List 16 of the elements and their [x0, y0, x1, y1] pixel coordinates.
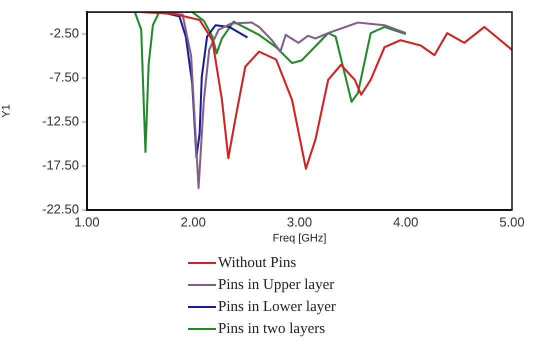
- x-tick-label: 3.00: [286, 214, 312, 230]
- x-tick-label: 4.00: [393, 214, 418, 230]
- y-tick-label: -12.50: [42, 114, 79, 129]
- y-tick-label: -7.50: [49, 70, 79, 85]
- legend-label: Pins in Upper layer: [218, 276, 334, 294]
- x-tick-label: 5.00: [499, 214, 525, 230]
- legend-label: Without Pins: [218, 254, 296, 272]
- x-tick-label: 1.00: [74, 214, 100, 230]
- legend-label: Pins in two layers: [218, 320, 326, 338]
- legend-label: Pins in Lower layer: [218, 298, 336, 316]
- x-tick-label: 2.00: [180, 214, 206, 230]
- y-tick-label: -2.50: [49, 26, 79, 41]
- x-axis-title: Freq [GHz]: [272, 232, 326, 244]
- y-axis-title: Y1: [0, 104, 13, 118]
- y-tick-label: -17.50: [42, 158, 79, 173]
- y-tick-label: -22.50: [42, 202, 79, 217]
